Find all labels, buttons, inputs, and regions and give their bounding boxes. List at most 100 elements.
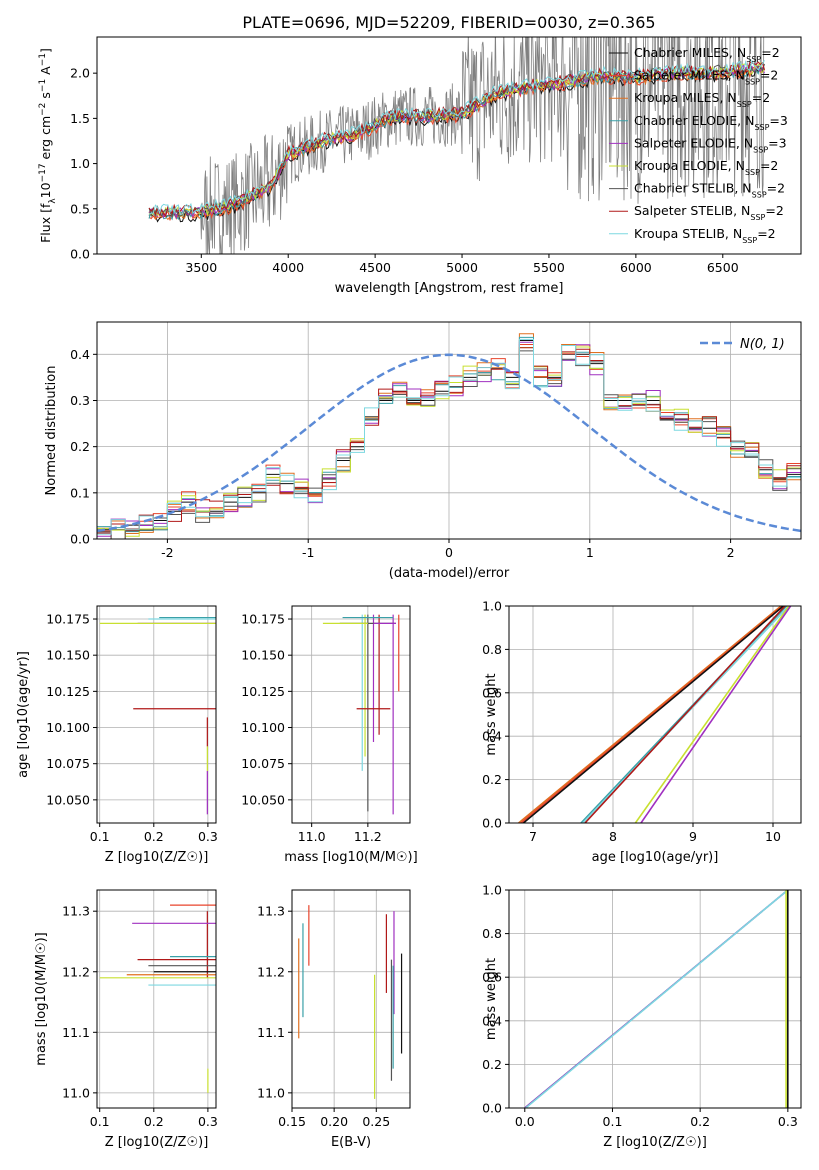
x-axis-label: wavelength [Angstrom, rest frame] <box>335 281 564 296</box>
x-tick-label: 0.25 <box>362 1114 390 1129</box>
legend-label: Kroupa MILES, NSSP=2 <box>634 90 770 109</box>
plot-area <box>298 905 403 1099</box>
x-tick-label: 0.2 <box>144 829 164 844</box>
histogram-step <box>97 341 801 537</box>
y-tick-label: 0.4 <box>482 1013 502 1028</box>
legend-nssp: =2 <box>757 226 775 241</box>
legend-series-name: Chabrier ELODIE, N <box>634 113 754 128</box>
axes-frame <box>508 889 802 1109</box>
y-tick-label: 11.0 <box>257 1085 285 1100</box>
y-tick-label: 10.150 <box>46 648 90 663</box>
x-tick-label: -2 <box>161 545 173 560</box>
legend-subscript: SSP <box>742 235 757 244</box>
x-axis-label: age [log10(age/yr)] <box>592 850 719 865</box>
y-axis-label: Normed distribution <box>44 366 59 496</box>
y-label-part: Flux [f <box>38 203 53 243</box>
x-tick-label: 0.15 <box>278 1114 306 1129</box>
x-axis-label: Z [log10(Z/Z☉)] <box>105 1135 209 1150</box>
axes-frame <box>96 605 217 824</box>
x-tick-label: 4500 <box>359 260 391 275</box>
x-tick-label: 4000 <box>272 260 304 275</box>
y-tick-label: 10.075 <box>46 756 90 771</box>
x-axis-label: E(B-V) <box>331 1135 371 1150</box>
y-tick-label: 10.175 <box>241 612 285 627</box>
y-tick-label: 2.0 <box>70 66 90 81</box>
legend-label: Salpeter MILES, NSSP=2 <box>634 68 778 87</box>
y-tick-label: 0.1 <box>70 485 90 500</box>
plot-area <box>322 614 400 815</box>
y-tick-label: 0.2 <box>482 1057 502 1072</box>
x-tick-label: 11.2 <box>354 829 382 844</box>
legend-label: Chabrier STELIB, NSSP=2 <box>634 181 785 200</box>
y-axis-label: mass weight <box>484 673 499 755</box>
normal-curve <box>97 353 801 533</box>
x-tick-label: 0.0 <box>515 1114 535 1129</box>
y-tick-label: 1.5 <box>70 111 90 126</box>
x-tick-label: 11.0 <box>298 829 326 844</box>
panel-mass-vs-Z: 0.1 0.2 0.3 11.0 11.1 11.2 11.3 Z [log10(Z/Z☉)]… <box>34 889 218 1150</box>
legend-series-name: Salpeter STELIB, N <box>634 203 750 218</box>
y-label-part: erg cm <box>38 116 53 164</box>
x-tick-label: 0.20 <box>320 1114 348 1129</box>
y-tick-label: 0.0 <box>70 247 90 262</box>
y-axis-label: mass weight <box>484 958 499 1040</box>
y-tick-label: 0.8 <box>482 642 502 657</box>
mass-weight-line <box>518 606 782 823</box>
panel-spectrum: 3500 4000 4500 5000 5500 6000 6500 0.0 0.5 1.0 1.5… <box>38 36 802 296</box>
legend-series-name: Chabrier STELIB, N <box>634 181 752 196</box>
legend-nssp: =2 <box>767 181 785 196</box>
x-tick-label: 0.2 <box>690 1114 710 1129</box>
x-tick-label: -1 <box>302 545 314 560</box>
y-label-part: λ <box>48 198 58 204</box>
y-tick-label: 0.0 <box>70 532 90 547</box>
legend-subscript: SSP <box>746 55 761 64</box>
plot-area <box>97 333 801 539</box>
y-axis-label: mass [log10(M/M☉)] <box>34 932 49 1065</box>
x-axis-label: (data-model)/error <box>389 566 510 581</box>
y-label-part: ] <box>38 48 53 53</box>
y-tick-label: 10.125 <box>46 684 90 699</box>
y-label-part: −2 <box>38 103 48 116</box>
plot-area <box>148 37 765 254</box>
legend-subscript: SSP <box>745 168 760 177</box>
legend-series-name: Salpeter MILES, N <box>634 68 745 83</box>
legend-nssp: =3 <box>769 113 787 128</box>
axes-frame <box>508 605 802 824</box>
y-tick-label: 10.150 <box>241 648 285 663</box>
x-tick-label: 0.3 <box>778 1114 798 1129</box>
data-spectrum-line <box>148 37 765 254</box>
model-line <box>148 59 765 216</box>
y-tick-label: 0.0 <box>482 1101 502 1116</box>
x-tick-label: 0.3 <box>198 1114 218 1129</box>
legend-label: Kroupa ELODIE, NSSP=2 <box>634 158 778 177</box>
histogram-step <box>97 338 801 535</box>
panel-mass-weight-vs-age: 7 8 9 10 0.0 0.2 0.4 0.6 0.8 1.0 age [log10(age/yr… <box>482 599 802 865</box>
y-tick-label: 0.0 <box>482 816 502 831</box>
y-label-part: s <box>38 92 53 103</box>
x-tick-label: 5500 <box>533 260 565 275</box>
mass-weight-line <box>584 606 786 823</box>
y-label-part: −17 <box>38 163 48 182</box>
y-tick-label: 11.1 <box>257 1025 285 1040</box>
legend-label: Salpeter STELIB, NSSP=2 <box>634 203 784 222</box>
y-tick-label: 11.3 <box>257 904 285 919</box>
x-tick-label: 0.3 <box>198 829 218 844</box>
legend-nssp: =2 <box>760 158 778 173</box>
legend-subscript: SSP <box>745 77 760 86</box>
plot-area <box>99 616 216 815</box>
y-tick-label: 0.2 <box>70 439 90 454</box>
legend-series-name: Kroupa MILES, N <box>634 90 737 105</box>
figure-title: PLATE=0696, MJD=52209, FIBERID=0030, z=0… <box>242 13 655 32</box>
legend-series-name: Salpeter ELODIE, N <box>634 135 753 150</box>
y-tick-label: 10.100 <box>46 720 90 735</box>
legend-label: Chabrier MILES, NSSP=2 <box>634 45 780 64</box>
legend-nssp: =3 <box>768 135 786 150</box>
y-label-part: A <box>38 66 53 79</box>
legend-subscript: SSP <box>754 122 769 131</box>
legend-label: N(0, 1) <box>740 337 785 352</box>
panel-residuals: -2 -1 0 1 2 0.0 0.1 0.2 0.3 0.4 N(0, 1) (data-model… <box>44 321 802 581</box>
x-tick-label: 0.1 <box>603 1114 623 1129</box>
x-tick-label: 7 <box>529 829 537 844</box>
x-tick-label: 6000 <box>620 260 652 275</box>
